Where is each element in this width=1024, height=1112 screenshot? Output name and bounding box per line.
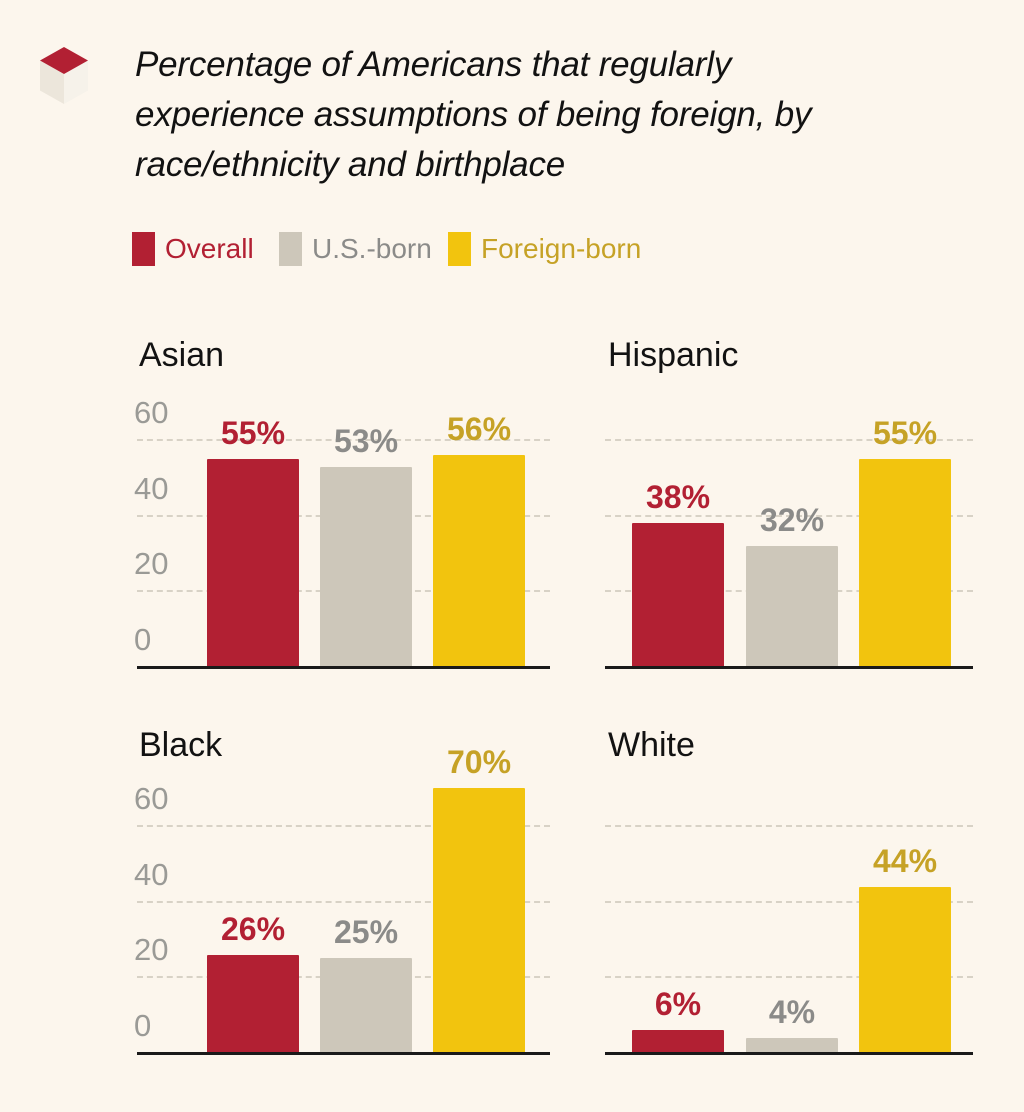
chart-title-line-2: experience assumptions of being foreign,… [135, 95, 812, 134]
x-axis-line-white [605, 1052, 973, 1055]
legend-item-us-born: U.S.-born [279, 231, 432, 267]
bar-white-foreign-born [859, 887, 951, 1053]
bar-label-black-overall: 26% [220, 911, 286, 947]
legend-swatch-foreign-born [448, 232, 471, 266]
gridline-black-60 [137, 825, 550, 828]
bar-hispanic-foreign-born [859, 459, 951, 667]
gridline-asian-60 [137, 439, 550, 442]
bar-hispanic-u-s-born [746, 546, 838, 667]
panel-title-black: Black [139, 726, 223, 764]
cube-right-face [64, 60, 88, 104]
gridline-hispanic-40 [605, 514, 973, 517]
y-axis-tick-black-20: 20 [134, 932, 169, 968]
y-axis-tick-asian-0: 0 [134, 622, 152, 657]
y-axis-tick-asian-20: 20 [134, 546, 169, 582]
bar-label-black-u-s-born: 25% [333, 914, 399, 950]
bar-label-white-foreign-born: 44% [872, 843, 938, 879]
gridline-black-40 [137, 900, 550, 903]
y-axis-tick-black-60: 60 [134, 781, 169, 817]
y-axis-tick-black-40: 40 [134, 856, 169, 892]
cube-left-face [40, 60, 64, 104]
bar-hispanic-overall [632, 523, 724, 667]
panel-title-hispanic: Hispanic [608, 336, 739, 374]
bar-label-hispanic-u-s-born: 32% [759, 502, 825, 538]
legend-label-us-born: U.S.-born [312, 233, 432, 264]
chart-title: Percentage of Americans that regularly e… [135, 40, 955, 190]
gridline-white-60 [605, 825, 973, 828]
bar-asian-u-s-born [320, 467, 412, 667]
legend-item-overall: Overall [132, 231, 254, 267]
gridline-white-20 [605, 976, 973, 979]
panel-title-white: White [608, 726, 695, 764]
bar-label-asian-overall: 55% [220, 415, 286, 451]
x-axis-line-hispanic [605, 666, 973, 669]
bar-label-asian-u-s-born: 53% [333, 423, 399, 459]
bar-asian-foreign-born [433, 455, 525, 667]
bar-black-overall [207, 955, 299, 1053]
gridline-hispanic-60 [605, 439, 973, 442]
bar-black-foreign-born [433, 788, 525, 1053]
legend-swatch-us-born [279, 232, 302, 266]
x-axis-line-black [137, 1052, 550, 1055]
legend-item-foreign-born: Foreign-born [448, 231, 641, 267]
y-axis-tick-black-0: 0 [134, 1008, 152, 1043]
legend-label-overall: Overall [165, 233, 254, 264]
bar-label-white-overall: 6% [654, 986, 702, 1022]
legend-label-foreign-born: Foreign-born [481, 233, 642, 264]
gridline-white-40 [605, 900, 973, 903]
chart-title-line-3: race/ethnicity and birthplace [135, 145, 566, 184]
cube-logo-icon [40, 47, 88, 104]
bar-black-u-s-born [320, 958, 412, 1053]
x-axis-line-asian [137, 666, 550, 669]
bar-white-u-s-born [746, 1038, 838, 1053]
legend-swatch-overall [132, 232, 155, 266]
bar-label-hispanic-foreign-born: 55% [872, 415, 938, 451]
bar-label-asian-foreign-born: 56% [446, 411, 512, 447]
cube-top-face [40, 47, 88, 74]
bar-label-white-u-s-born: 4% [768, 994, 816, 1030]
chart-title-line-1: Percentage of Americans that regularly [135, 45, 732, 84]
bar-white-overall [632, 1030, 724, 1053]
bar-asian-overall [207, 459, 299, 667]
panel-title-asian: Asian [139, 336, 225, 374]
bar-label-hispanic-overall: 38% [645, 479, 711, 515]
bar-label-black-foreign-born: 70% [446, 744, 512, 780]
y-axis-tick-asian-60: 60 [134, 395, 169, 431]
y-axis-tick-asian-40: 40 [134, 470, 169, 506]
